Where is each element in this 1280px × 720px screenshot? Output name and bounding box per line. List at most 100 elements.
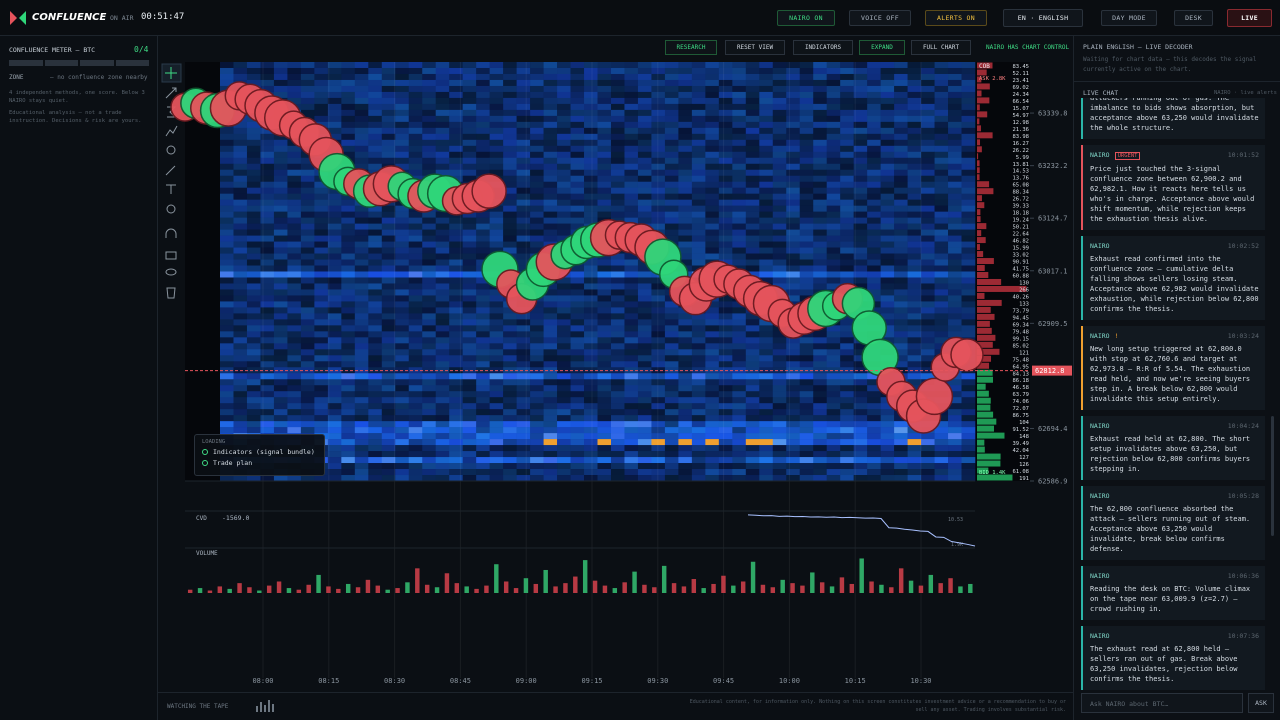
message-author: NAIRO (1090, 632, 1110, 640)
heatmap-cell (381, 391, 396, 398)
heatmap-cell (354, 421, 369, 428)
heatmap-cell (961, 277, 976, 284)
ask-button[interactable]: ASK (1248, 693, 1274, 713)
heatmap-cell (718, 295, 733, 302)
heatmap-cell (705, 175, 720, 183)
book-size: 266 (1019, 287, 1029, 293)
heatmap-cell (260, 145, 275, 153)
volume-bar (671, 583, 677, 593)
heatmap-cell (584, 421, 598, 428)
heatmap-cell (314, 223, 329, 230)
heatmap-cell (867, 457, 881, 464)
heatmap-cell (395, 157, 410, 165)
heatmap-cell (961, 253, 976, 260)
expand[interactable]: EXPAND (859, 40, 905, 55)
heatmap-cell (880, 271, 895, 278)
heatmap-cell (395, 283, 410, 290)
indicators[interactable]: INDICATORS (793, 40, 853, 55)
heatmap-cell (543, 163, 558, 171)
heatmap-cell (422, 127, 437, 135)
heatmap-cell (853, 157, 868, 165)
heatmap-cell (948, 163, 962, 171)
heatmap-cell (327, 247, 342, 254)
heatmap-cell (327, 265, 342, 272)
heatmap-cell (516, 373, 531, 380)
heatmap-cell (786, 223, 801, 230)
heatmap-cell (961, 91, 976, 99)
book-size: 130 (1019, 280, 1029, 286)
heatmap-cell (745, 259, 760, 266)
alerts-toggle[interactable]: ALERTS ON (925, 10, 987, 26)
heatmap-cell (287, 67, 302, 75)
heatmap-cell (610, 313, 625, 320)
heatmap-cell (759, 265, 774, 272)
heatmap-cell (867, 445, 881, 452)
heatmap-cell (718, 355, 733, 362)
nairo-toggle[interactable]: NAIRO ON (777, 10, 835, 26)
heatmap-cell (813, 217, 827, 224)
live[interactable]: LIVE (1227, 9, 1272, 27)
heatmap-cell (610, 127, 625, 135)
heatmap-cell (570, 121, 585, 129)
heatmap-cell (327, 241, 342, 248)
heatmap-cell (476, 463, 490, 470)
book-size: 91.52 (1012, 427, 1029, 433)
heatmap-cell (435, 211, 450, 218)
voice-toggle[interactable]: VOICE OFF (849, 10, 911, 26)
heatmap-cell (786, 199, 801, 206)
heatmap-cell (637, 127, 652, 135)
heatmap-cell (395, 415, 410, 422)
heatmap-cell (570, 295, 585, 302)
heatmap-cell (273, 301, 288, 308)
heatmap-cell (543, 175, 558, 183)
heatmap-cell (772, 337, 787, 344)
heatmap-cell (503, 217, 517, 224)
heatmap-cell (476, 415, 490, 422)
heatmap-cell (300, 325, 315, 332)
desk[interactable]: DESK (1174, 10, 1213, 26)
heatmap-cell (691, 361, 706, 368)
heatmap-cell (880, 283, 895, 290)
heatmap-cell (894, 463, 908, 470)
heatmap-cell (610, 433, 625, 440)
heatmap-cell (961, 121, 976, 129)
day-mode[interactable]: DAY MODE (1101, 10, 1157, 26)
heatmap-cell (597, 139, 612, 147)
heatmap-cell (826, 325, 841, 332)
heatmap-cell (354, 271, 369, 278)
heatmap-cell (637, 373, 652, 380)
heatmap-cell (422, 307, 437, 314)
heatmap-cell (624, 463, 639, 470)
heatmap-cell (786, 115, 801, 123)
heatmap-cell (772, 187, 787, 194)
heatmap-cell (934, 127, 949, 135)
x-tick-label: 09:15 (581, 677, 602, 685)
heatmap-cell (341, 241, 356, 248)
heatmap-cell (287, 229, 302, 236)
heatmap-cell (395, 241, 410, 248)
heatmap-cell (260, 295, 275, 302)
heatmap-cell (220, 355, 234, 362)
language-select[interactable]: EN · ENGLISH (1003, 9, 1083, 27)
reset-view[interactable]: RESET VIEW (725, 40, 785, 55)
heatmap-cell (691, 259, 706, 266)
heatmap-cell (678, 397, 693, 404)
heatmap-cell (664, 67, 679, 75)
heatmap-cell (718, 73, 733, 81)
research[interactable]: RESEARCH (665, 40, 717, 55)
chat-input[interactable]: Ask NAIRO about BTC… (1081, 693, 1243, 713)
heatmap-cell (745, 349, 760, 356)
heatmap-cell (759, 463, 774, 470)
heatmap-cell (530, 67, 544, 75)
heatmap-cell (853, 67, 868, 75)
heatmap-cell (233, 277, 248, 284)
heatmap-cell (462, 115, 477, 123)
heatmap-cell (381, 283, 396, 290)
heatmap-cell (233, 175, 248, 183)
heatmap-cell (516, 355, 531, 362)
heatmap-cell (449, 361, 463, 368)
heatmap-cell (651, 223, 666, 230)
heatmap-cell (300, 175, 315, 183)
full-chart[interactable]: FULL CHART (911, 40, 971, 55)
heatmap-cell (664, 331, 679, 338)
